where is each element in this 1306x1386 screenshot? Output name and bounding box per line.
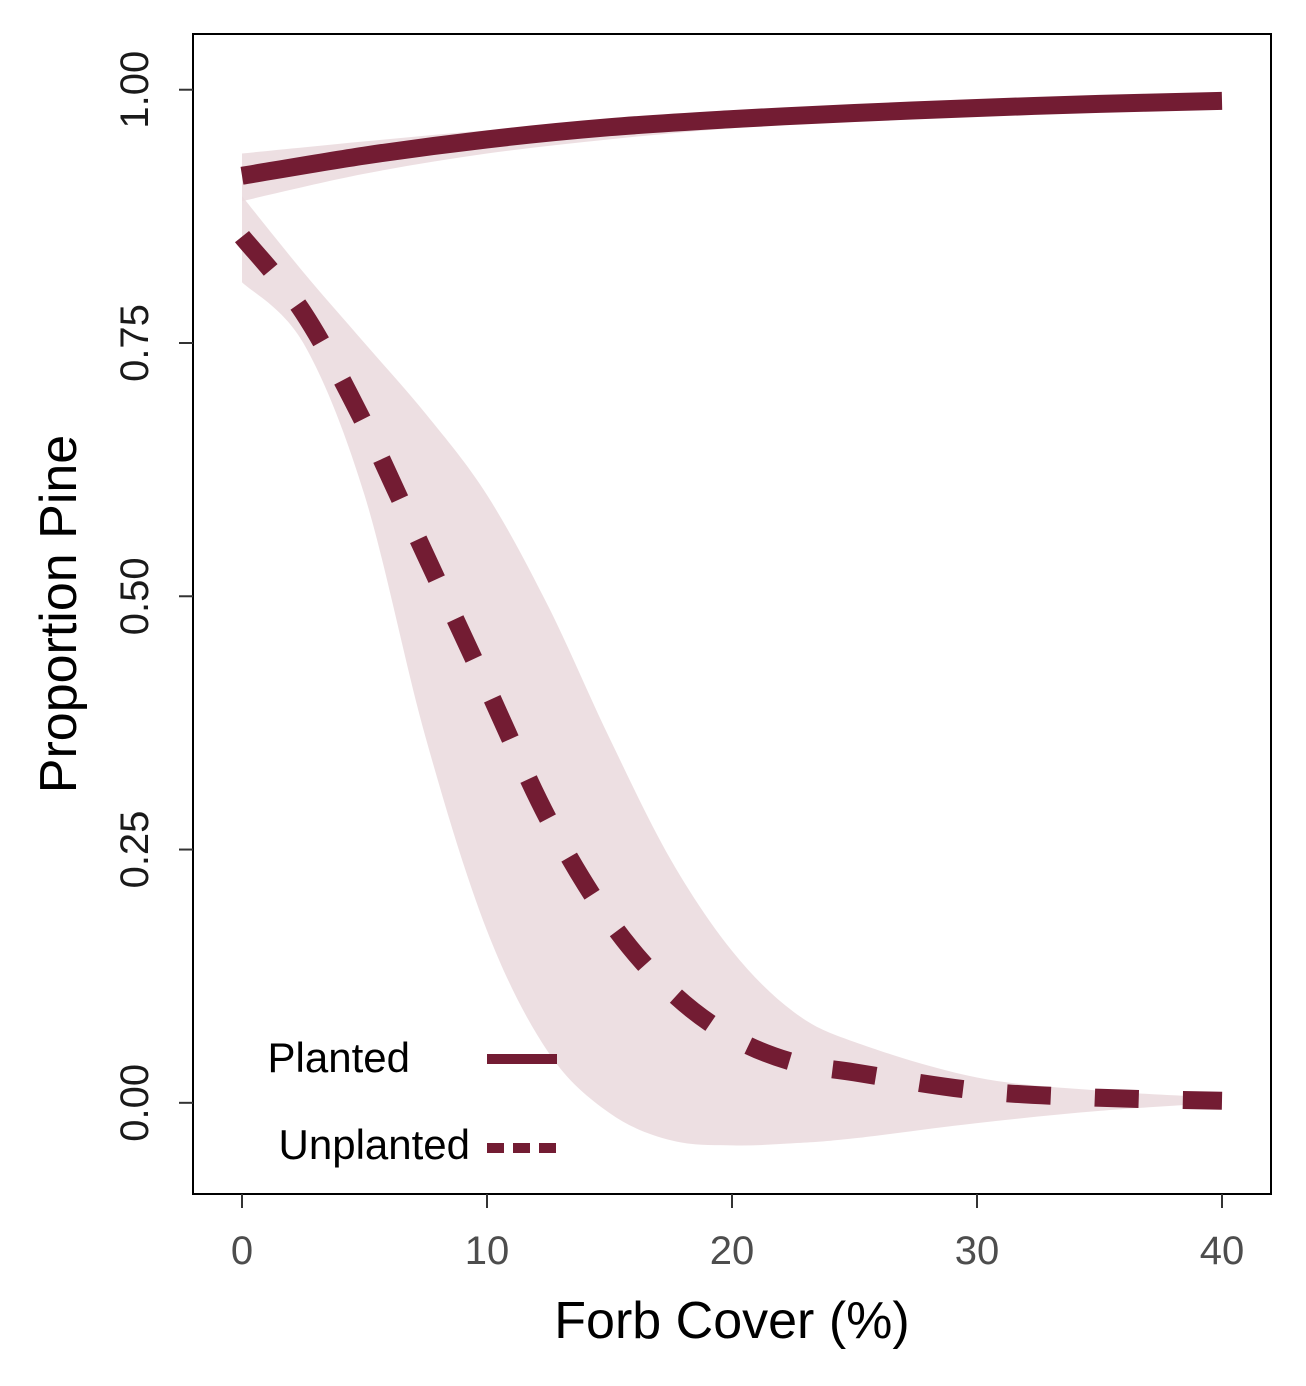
series-lines — [234, 91, 1223, 1110]
x-tick-label: 20 — [710, 1229, 755, 1273]
band-unplanted — [242, 196, 1222, 1146]
x-tick-label: 30 — [955, 1229, 1000, 1273]
x-tick-label: 40 — [1200, 1229, 1245, 1273]
legend: Planted Unplanted — [268, 1034, 557, 1168]
x-tick-label: 0 — [231, 1229, 253, 1273]
x-axis-title: Forb Cover (%) — [554, 1292, 909, 1350]
y-tick-label: 0.75 — [113, 304, 157, 382]
x-axis-ticks: 0 10 20 30 40 — [231, 1194, 1244, 1273]
x-tick-label: 10 — [465, 1229, 510, 1273]
legend-label-planted: Planted — [268, 1034, 410, 1081]
y-tick-label: 0.50 — [113, 557, 157, 635]
line-planted — [240, 91, 1223, 185]
confidence-bands — [242, 98, 1222, 1146]
y-axis-title: Proportion Pine — [30, 435, 88, 793]
y-axis-ticks: 0.00 0.25 0.50 0.75 1.00 — [113, 51, 193, 1142]
legend-label-unplanted: Unplanted — [279, 1121, 470, 1168]
y-tick-label: 1.00 — [113, 51, 157, 129]
y-tick-label: 0.25 — [113, 811, 157, 889]
y-tick-label: 0.00 — [113, 1064, 157, 1142]
